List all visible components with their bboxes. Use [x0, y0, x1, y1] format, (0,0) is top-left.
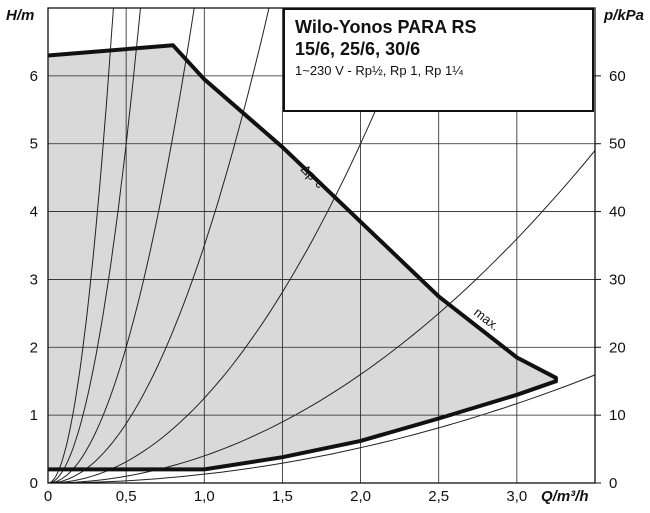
y-tick-labels: 0 1 2 3 4 5 6: [30, 68, 38, 492]
y-right-tick-label: 20: [609, 339, 626, 356]
x-tick-label: 1,0: [194, 488, 215, 505]
series-line-min: [48, 379, 557, 472]
y-axis-title-left: H/m: [6, 7, 34, 24]
y-tick-label: 1: [30, 407, 38, 424]
legend-box: Wilo-Yonos PARA RS 15/6, 25/6, 30/6 1~23…: [283, 8, 594, 112]
y-tick-label: 3: [30, 271, 38, 288]
x-tick-label: 0: [44, 488, 52, 505]
operating-area-fill: [48, 45, 556, 470]
x-tick-label: 3,0: [506, 488, 527, 505]
y-tick-label: 0: [30, 475, 38, 492]
y-right-tick-label: 30: [609, 271, 626, 288]
x-tick-label: 2,0: [350, 488, 371, 505]
system-curve: [48, 150, 595, 483]
y-tick-label: 4: [30, 204, 38, 221]
x-tick-label: 2,5: [428, 488, 449, 505]
y-right-tick-label: 0: [609, 475, 617, 492]
operating-area: [48, 45, 556, 470]
y-tick-label: 2: [30, 339, 38, 356]
x-tick-label: 0,5: [116, 488, 137, 505]
y-tick-label: 5: [30, 136, 38, 153]
y-right-tick-label: 60: [609, 68, 626, 85]
x-axis-title: Q/m³/h: [541, 488, 589, 505]
chart-title: Wilo-Yonos PARA RS: [295, 17, 477, 37]
y-axis-title-right: p/kPa: [603, 7, 644, 24]
y-right-tick-label: 40: [609, 204, 626, 221]
series-line-max.: [47, 43, 557, 380]
y-right-tick-label: 10: [609, 407, 626, 424]
series-lines: [47, 43, 558, 472]
y-right-tick-label: 50: [609, 136, 626, 153]
system-curve: [48, 374, 595, 483]
y-right-tick-labels: 0 10 20 30 40 50 60: [595, 68, 626, 492]
chart-subtitle: 15/6, 25/6, 30/6: [295, 39, 421, 59]
chart-spec-line: 1~230 V - Rp½, Rp 1, Rp 1¼: [295, 63, 464, 78]
y-tick-label: 6: [30, 68, 38, 85]
x-tick-label: 1,5: [272, 488, 293, 505]
x-tick-labels: 0 0,5 1,0 1,5 2,0 2,5 3,0: [44, 488, 527, 505]
